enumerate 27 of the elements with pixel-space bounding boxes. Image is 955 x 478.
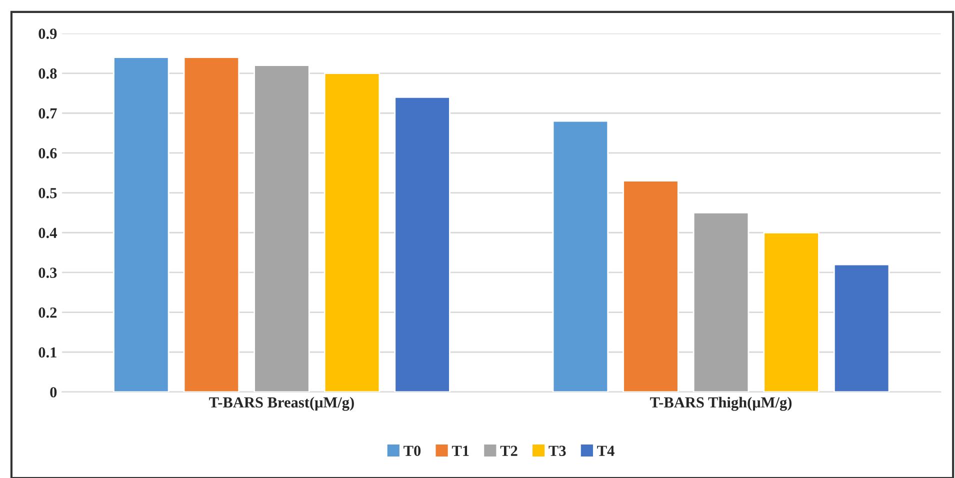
bar [183, 56, 240, 392]
y-tick-label: 0.4 [38, 228, 57, 238]
x-tick-label: T-BARS Breast(μM/g) [209, 396, 354, 411]
y-tick-label: 0.5 [38, 188, 57, 198]
y-tick-label: 0.9 [38, 28, 57, 39]
bar [692, 212, 750, 392]
y-tick-label: 0.8 [38, 68, 57, 79]
bar [622, 180, 679, 392]
bar [552, 120, 609, 392]
bar [763, 232, 820, 392]
y-tick-label: 0.7 [38, 108, 57, 119]
y-tick-label: 0.6 [38, 148, 57, 158]
legend-label: T0 [404, 446, 421, 456]
bar [394, 96, 450, 392]
y-tick-label: 0.2 [38, 307, 57, 318]
y-tick-label: 0.3 [38, 268, 57, 278]
bar [324, 72, 380, 392]
legend-label: T2 [500, 446, 518, 456]
bar [833, 264, 890, 392]
bar [113, 56, 170, 392]
bar [254, 64, 310, 392]
legend-label: T1 [452, 446, 469, 456]
x-tick-label: T-BARS Thigh(μM/g) [650, 396, 792, 411]
y-tick-label: 0.1 [38, 347, 56, 358]
y-tick-label: 0 [50, 387, 57, 398]
legend-label: T3 [548, 446, 566, 456]
legend-label: T4 [597, 446, 614, 456]
